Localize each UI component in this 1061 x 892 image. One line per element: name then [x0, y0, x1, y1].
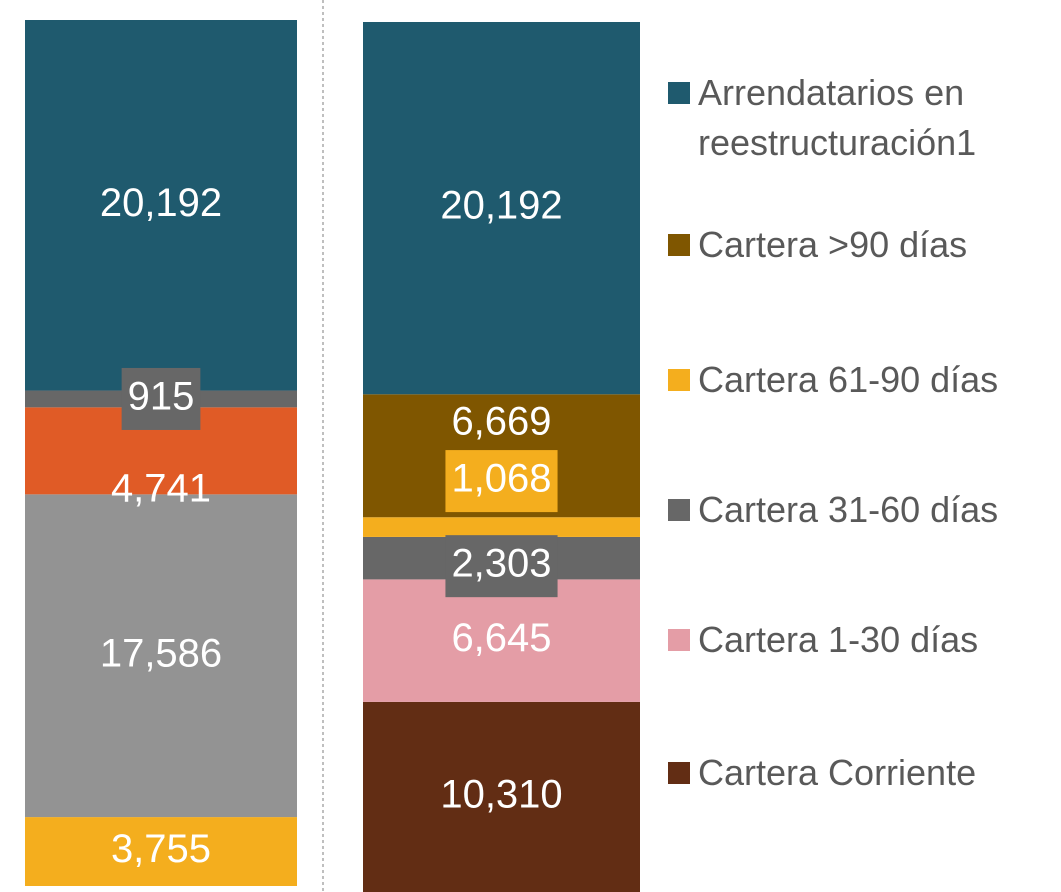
legend-item: Cartera 1-30 días: [668, 615, 1061, 665]
legend-swatch: [668, 762, 690, 784]
legend-label: Cartera >90 días: [698, 224, 968, 265]
bar-segment: [363, 517, 640, 537]
legend-label: Cartera 61-90 días: [698, 359, 999, 400]
legend-item: Cartera 31-60 días: [668, 485, 1061, 535]
value-label: 17,586: [100, 631, 222, 675]
legend-label: Cartera 31-60 días: [698, 489, 999, 530]
bar-segment: [25, 494, 297, 818]
bar-segment: [363, 22, 640, 395]
legend-label: Cartera 1-30 días: [698, 619, 979, 660]
legend-item: Cartera 61-90 días: [668, 355, 1061, 405]
bar-segment: [363, 701, 640, 892]
legend-item: Cartera Corriente: [668, 748, 1061, 798]
legend-swatch: [668, 629, 690, 651]
legend-label: Cartera Corriente: [698, 752, 977, 793]
label-box: [445, 535, 558, 598]
legend-swatch: [668, 369, 690, 391]
value-label: 2,303: [451, 542, 551, 586]
bar-segment: [363, 579, 640, 702]
value-label: 20,192: [100, 181, 222, 225]
value-label: 3,755: [111, 827, 211, 871]
legend-swatch: [668, 234, 690, 256]
legend-item: Arrendatarios en reestructuración1: [668, 68, 1061, 168]
value-label: 20,192: [440, 184, 562, 228]
value-label: 10,310: [440, 773, 562, 817]
value-label: 4,741: [111, 466, 211, 510]
bar-segment: [25, 817, 297, 886]
value-label: 1,068: [451, 457, 551, 501]
legend-item: Cartera >90 días: [668, 220, 1061, 270]
legend-label: Arrendatarios en reestructuración1: [698, 72, 977, 163]
value-label: 915: [128, 375, 195, 419]
label-box: [445, 450, 558, 513]
value-label: 6,645: [451, 616, 551, 660]
legend-swatch: [668, 82, 690, 104]
bar-segment: [25, 20, 297, 391]
label-box: [121, 367, 201, 430]
legend-swatch: [668, 499, 690, 521]
value-label: 6,669: [451, 399, 551, 443]
